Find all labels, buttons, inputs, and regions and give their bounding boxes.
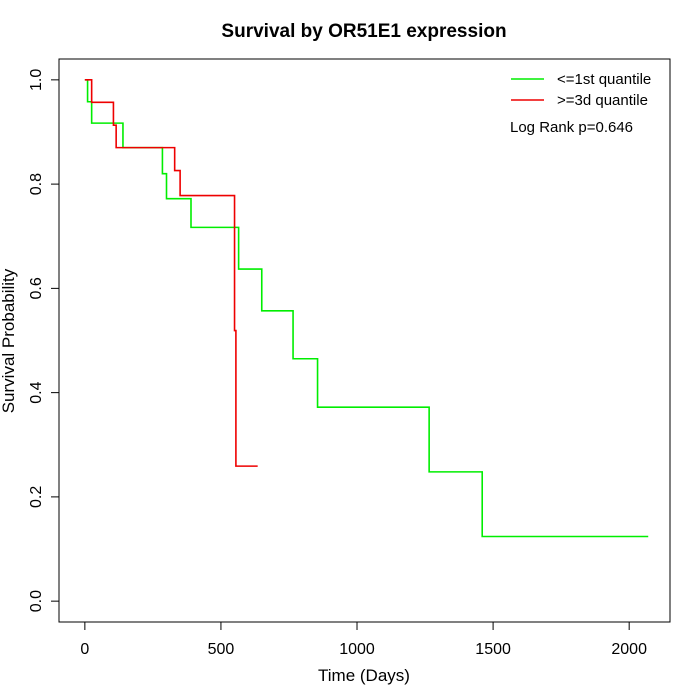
y-axis-label: Survival Probability [0, 268, 18, 413]
x-axis-label: Time (Days) [318, 666, 410, 685]
legend-label: <=1st quantile [557, 71, 651, 88]
x-tick-label: 0 [80, 641, 89, 658]
y-tick-label: 0.4 [28, 381, 45, 403]
y-tick-label: 0.0 [28, 590, 45, 612]
series-layer [84, 79, 649, 538]
legend-label: >=3d quantile [557, 92, 648, 109]
y-tick-label: 0.8 [28, 173, 45, 195]
x-tick-label: 2000 [611, 641, 647, 658]
series-line-2 [84, 79, 258, 467]
x-axis: 0 500 1000 1500 2000 [80, 621, 647, 658]
log-rank-annotation: Log Rank p=0.646 [510, 119, 633, 136]
series-line-1 [84, 79, 649, 538]
y-tick-label: 1.0 [28, 69, 45, 91]
x-tick-label: 500 [208, 641, 235, 658]
legend: <=1st quantile >=3d quantile [511, 71, 651, 109]
x-tick-label: 1000 [339, 641, 375, 658]
y-axis: 0.0 0.2 0.4 0.6 0.8 1.0 [28, 69, 60, 612]
y-tick-label: 0.2 [28, 486, 45, 508]
y-tick-label: 0.6 [28, 277, 45, 299]
plot-frame [58, 58, 671, 623]
chart-title: Survival by OR51E1 expression [221, 21, 506, 42]
x-tick-label: 1500 [475, 641, 511, 658]
